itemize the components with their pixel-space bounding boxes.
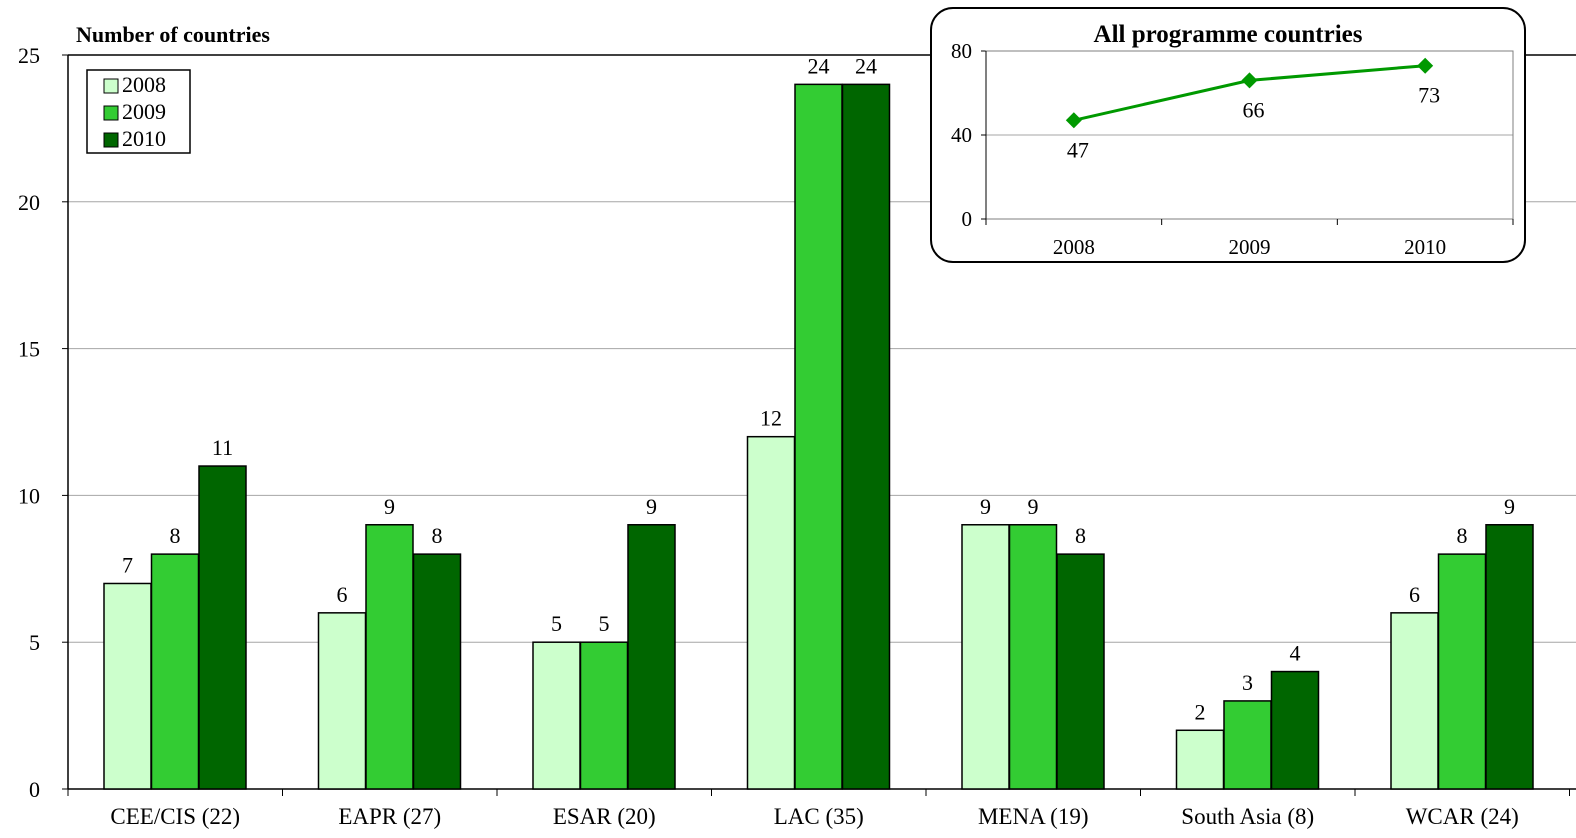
data-label-mena-19-2010: 8 (1075, 523, 1086, 548)
bar-lac-35-2010 (841, 83, 891, 790)
data-label-lac-35-2008: 12 (760, 406, 782, 431)
inset-x-tick-label-2008: 2008 (1053, 235, 1095, 259)
bar-eapr-27-2010 (412, 553, 462, 790)
x-tick-label-wcar-24: WCAR (24) (1406, 804, 1519, 829)
data-label-esar-20-2009: 5 (599, 611, 610, 636)
inset-point-2009 (1241, 72, 1258, 89)
inset-x-tick-label-2010: 2010 (1404, 235, 1446, 259)
bar-south-asia-8-2009 (1223, 700, 1272, 790)
bar-mena-19-2008 (961, 524, 1010, 790)
y-axis-label: Number of countries (76, 22, 270, 47)
inset-chart: All programme countries 0 40 80 2008 2009 2010… (930, 7, 1526, 263)
legend-label-2010: 2010 (122, 126, 166, 151)
bar-mena-19-2009 (1008, 524, 1058, 790)
data-label-cee-cis-22-2009: 8 (170, 523, 181, 548)
data-label-wcar-24-2008: 6 (1409, 582, 1420, 607)
bar-cee-cis-22-2009 (150, 553, 200, 790)
bar-south-asia-8-2010 (1270, 670, 1320, 790)
legend-label-2008: 2008 (122, 72, 166, 97)
data-label-south-asia-8-2010: 4 (1290, 641, 1301, 666)
data-label-mena-19-2009: 9 (1028, 494, 1039, 519)
x-tick-label-mena-19: MENA (19) (978, 804, 1089, 829)
legend-swatch-2008 (103, 78, 119, 94)
y-tick-label-5: 5 (29, 630, 40, 655)
data-label-south-asia-8-2009: 3 (1242, 670, 1253, 695)
data-label-lac-35-2010: 24 (855, 53, 877, 78)
inset-y-tick-label-80: 80 (951, 39, 972, 63)
bar-mena-19-2010 (1056, 553, 1105, 790)
inset-data-label-2010: 73 (1418, 83, 1440, 108)
main-bars (103, 83, 1534, 790)
y-tick-label-20: 20 (18, 190, 40, 215)
y-tick-label-15: 15 (18, 337, 40, 362)
bar-esar-20-2009 (579, 641, 629, 790)
data-label-cee-cis-22-2010: 11 (212, 435, 233, 460)
data-label-lac-35-2009: 24 (808, 53, 830, 78)
x-tick-label-south-asia-8: South Asia (8) (1181, 804, 1314, 829)
x-tick-label-lac-35: LAC (35) (774, 804, 864, 829)
data-label-mena-19-2008: 9 (980, 494, 991, 519)
bar-cee-cis-22-2008 (103, 582, 152, 790)
bar-eapr-27-2009 (365, 524, 414, 790)
inset-x-tick-label-2009: 2009 (1229, 235, 1271, 259)
inset-point-2008 (1065, 112, 1082, 129)
data-label-south-asia-8-2008: 2 (1195, 699, 1206, 724)
bar-cee-cis-22-2010 (198, 465, 247, 790)
main-data-labels: 7 8 11 6 9 8 5 5 9 12 24 24 9 9 8 2 3 4 6 8 9 (122, 53, 1515, 724)
bar-lac-35-2008 (746, 435, 796, 790)
data-label-eapr-27-2008: 6 (337, 582, 348, 607)
data-label-eapr-27-2009: 9 (384, 494, 395, 519)
bar-esar-20-2008 (532, 641, 581, 790)
inset-point-2010 (1417, 57, 1434, 74)
y-tick-label-10: 10 (18, 483, 40, 508)
x-tick-label-cee-cis-22: CEE/CIS (22) (110, 804, 240, 829)
bar-eapr-27-2008 (317, 612, 367, 790)
data-label-wcar-24-2009: 8 (1457, 523, 1468, 548)
inset-data-label-2008: 47 (1067, 137, 1089, 162)
data-label-wcar-24-2010: 9 (1504, 494, 1515, 519)
data-label-eapr-27-2010: 8 (432, 523, 443, 548)
bar-esar-20-2010 (627, 524, 676, 790)
bar-wcar-24-2008 (1390, 612, 1439, 790)
y-tick-label-25: 25 (18, 43, 40, 68)
legend-swatch-2010 (103, 132, 119, 148)
inset-y-tick-label-0: 0 (962, 207, 973, 231)
inset-title: All programme countries (1094, 21, 1363, 48)
inset-y-tick-label-40: 40 (951, 123, 972, 147)
bar-lac-35-2009 (794, 83, 843, 790)
x-tick-label-esar-20: ESAR (20) (553, 804, 656, 829)
inset-data-label-2009: 66 (1243, 97, 1265, 122)
legend-swatch-2009 (103, 105, 119, 121)
data-label-esar-20-2010: 9 (646, 494, 657, 519)
data-label-esar-20-2008: 5 (551, 611, 562, 636)
x-tick-label-eapr-27: EAPR (27) (338, 804, 441, 829)
data-label-cee-cis-22-2008: 7 (122, 552, 133, 577)
y-tick-label-0: 0 (29, 777, 40, 802)
bar-wcar-24-2010 (1485, 524, 1534, 790)
bar-wcar-24-2009 (1437, 553, 1487, 790)
bar-south-asia-8-2008 (1175, 729, 1225, 790)
legend-label-2009: 2009 (122, 99, 166, 124)
